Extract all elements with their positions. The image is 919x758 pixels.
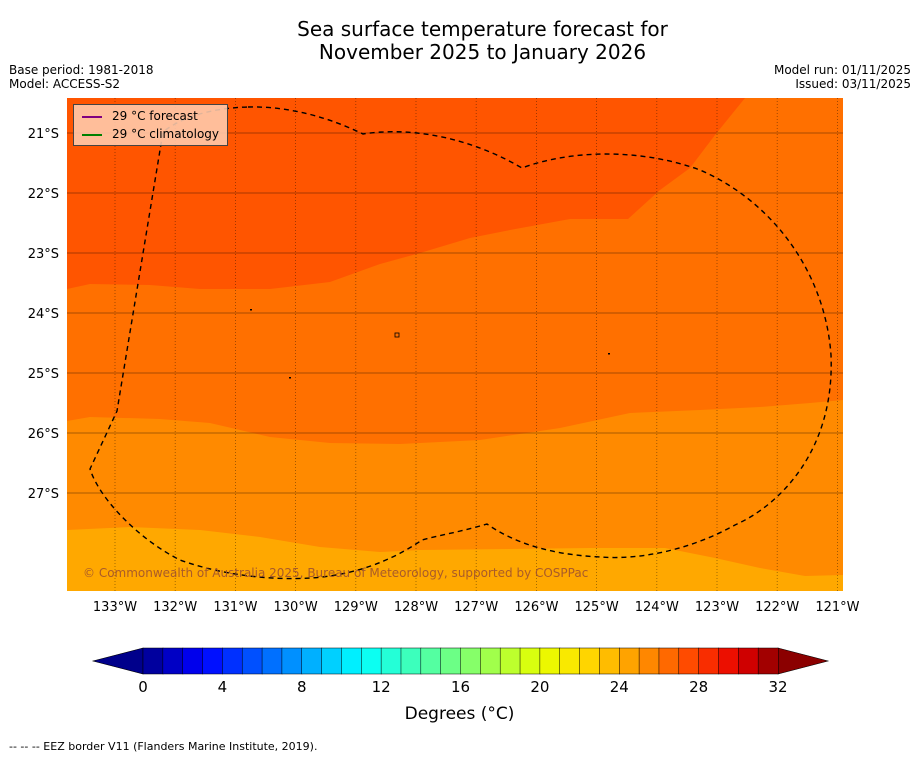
latitude-labels: 21°S 22°S 23°S 24°S 25°S 26°S 27°S bbox=[28, 127, 59, 502]
model-name: Model: ACCESS-S2 bbox=[9, 77, 121, 91]
colorbar-cell bbox=[480, 647, 501, 675]
longitude-label: 122°W bbox=[755, 600, 799, 615]
island bbox=[250, 309, 252, 311]
colorbar-cell bbox=[539, 647, 561, 675]
colorbar-cell bbox=[301, 647, 323, 675]
longitude-label: 125°W bbox=[575, 600, 619, 615]
colorbar-cell bbox=[678, 647, 700, 675]
colorbar-cell bbox=[361, 647, 382, 675]
longitude-label: 130°W bbox=[274, 600, 318, 615]
colorbar-cell bbox=[162, 647, 184, 675]
longitude-label: 129°W bbox=[334, 600, 378, 615]
graticule bbox=[67, 98, 843, 591]
longitude-label: 123°W bbox=[695, 600, 739, 615]
latitude-label: 21°S bbox=[28, 127, 59, 142]
colorbar-cell bbox=[499, 647, 521, 675]
colorbar-cell bbox=[460, 647, 481, 675]
colorbar-cell bbox=[341, 647, 362, 675]
latitude-label: 25°S bbox=[28, 367, 59, 382]
longitude-label: 124°W bbox=[635, 600, 679, 615]
model-run: Model run: 01/11/2025 bbox=[773, 63, 911, 77]
colorbar-tick-label: 4 bbox=[218, 678, 228, 696]
colorbar-tick-label: 20 bbox=[530, 678, 549, 696]
longitude-labels: 133°W 132°W 131°W 130°W 129°W 128°W 127°W 126°W… bbox=[93, 600, 860, 615]
longitude-label: 131°W bbox=[213, 600, 257, 615]
colorbar-tick-label: 16 bbox=[451, 678, 470, 696]
colorbar-cell bbox=[619, 647, 640, 675]
colorbar-cell bbox=[757, 647, 779, 675]
colorbar-cell bbox=[321, 647, 342, 675]
colorbar-tick-label: 28 bbox=[689, 678, 708, 696]
colorbar-cell bbox=[222, 647, 243, 675]
longitude-label: 126°W bbox=[514, 600, 558, 615]
colorbar-tick-label: 32 bbox=[768, 678, 787, 696]
latitude-label: 26°S bbox=[28, 427, 59, 442]
legend-forecast: 29 °C forecast bbox=[82, 108, 198, 124]
colorbar-tick-label: 24 bbox=[610, 678, 629, 696]
latitude-label: 27°S bbox=[28, 487, 59, 502]
base-period: Base period: 1981-2018 bbox=[9, 63, 154, 77]
island bbox=[394, 332, 400, 338]
latitude-label: 23°S bbox=[28, 247, 59, 262]
colorbar-cell bbox=[698, 647, 720, 675]
colorbar-cell bbox=[718, 647, 739, 675]
map-title: Sea surface temperature forecast for Nov… bbox=[0, 18, 919, 64]
latitude-label: 22°S bbox=[28, 187, 59, 202]
islands bbox=[250, 309, 610, 379]
colorbar-cell bbox=[380, 647, 402, 675]
left-metadata: Base period: 1981-2018 Model: ACCESS-S2 bbox=[9, 63, 154, 91]
latitude-label: 24°S bbox=[28, 307, 59, 322]
longitude-label: 133°W bbox=[93, 600, 137, 615]
colorbar-cell bbox=[400, 647, 422, 675]
colorbar-cell bbox=[281, 647, 303, 675]
longitude-label: 127°W bbox=[454, 600, 498, 615]
climatology-line-swatch bbox=[82, 133, 102, 136]
colorbar bbox=[91, 647, 830, 675]
copyright-notice: © Commonwealth of Australia 2025, Bureau… bbox=[83, 566, 588, 580]
eez-footnote: -- -- -- EEZ border V11 (Flanders Marine… bbox=[9, 740, 318, 753]
colorbar-cell bbox=[579, 647, 600, 675]
title-line-2: November 2025 to January 2026 bbox=[318, 40, 647, 64]
temperature-bands bbox=[67, 98, 843, 591]
legend-climatology: 29 °C climatology bbox=[82, 126, 219, 142]
colorbar-low-extend bbox=[91, 647, 144, 675]
meridian-lines bbox=[114, 98, 838, 591]
contour-legend: 29 °C forecast 29 °C climatology bbox=[73, 104, 228, 146]
issued-date: Issued: 03/11/2025 bbox=[795, 77, 911, 91]
colorbar-cell bbox=[142, 647, 164, 675]
colorbar-cell bbox=[182, 647, 204, 675]
eez-border bbox=[89, 106, 832, 580]
right-metadata: Model run: 01/11/2025 Issued: 03/11/2025 bbox=[774, 63, 911, 91]
colorbar-cell bbox=[519, 647, 541, 675]
forecast-line-swatch bbox=[82, 115, 102, 118]
colorbar-cell bbox=[599, 647, 620, 675]
colorbar-cell bbox=[420, 647, 442, 675]
colorbar-high-extend bbox=[777, 647, 830, 675]
colorbar-cell bbox=[738, 647, 759, 675]
colorbar-tick-label: 12 bbox=[372, 678, 391, 696]
band-28-29 bbox=[67, 98, 745, 289]
colorbar-tick-label: 0 bbox=[138, 678, 148, 696]
colorbar-cell bbox=[241, 647, 263, 675]
colorbar-tick-labels: 0 4 8 12 16 20 24 28 32 bbox=[138, 678, 787, 696]
legend-forecast-label: 29 °C forecast bbox=[112, 109, 198, 123]
island bbox=[608, 353, 610, 355]
longitude-label: 132°W bbox=[153, 600, 197, 615]
longitude-label: 128°W bbox=[394, 600, 438, 615]
parallel-lines bbox=[67, 132, 843, 494]
units-label: Degrees (°C) bbox=[404, 704, 515, 724]
colorbar-cell bbox=[559, 647, 581, 675]
colorbar-cell bbox=[202, 647, 223, 675]
legend-climatology-label: 29 °C climatology bbox=[112, 127, 220, 141]
colorbar-cell bbox=[261, 647, 283, 675]
colorbar-cell bbox=[658, 647, 680, 675]
island bbox=[289, 377, 291, 379]
title-line-1: Sea surface temperature forecast for bbox=[297, 17, 668, 41]
colorbar-cell bbox=[638, 647, 660, 675]
colorbar-tick-label: 8 bbox=[297, 678, 307, 696]
colorbar-cell bbox=[440, 647, 462, 675]
longitude-label: 121°W bbox=[815, 600, 859, 615]
